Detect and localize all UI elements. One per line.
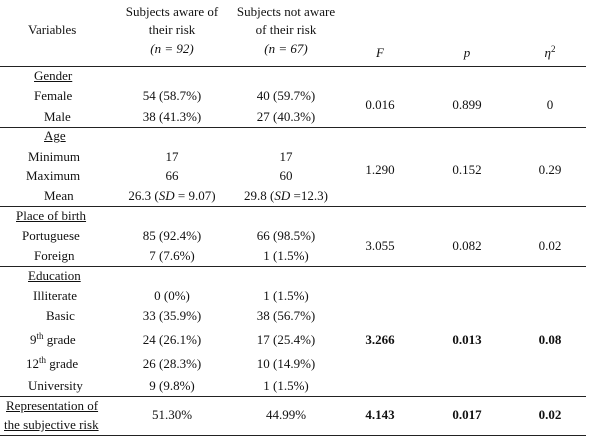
education-eta: 0.08 bbox=[538, 332, 562, 347]
section-education-title: Education bbox=[28, 268, 81, 283]
gender-f: 0.016 bbox=[365, 97, 395, 112]
education-p: 0.013 bbox=[452, 332, 482, 347]
risk-eta: 0.02 bbox=[538, 407, 562, 422]
gender-female-aware: 54 (58.7%) bbox=[142, 88, 202, 103]
age-max-notaware: 60 bbox=[279, 168, 293, 183]
education-9th-aware: 24 (26.1%) bbox=[142, 332, 202, 347]
header-p: p bbox=[463, 45, 471, 60]
gender-male-label: Male bbox=[44, 109, 71, 124]
age-max-label: Maximum bbox=[26, 168, 81, 183]
header-notaware-line1: Subjects not aware bbox=[236, 4, 336, 19]
rule-education-bottom bbox=[0, 396, 586, 397]
education-illiterate-label: Illiterate bbox=[33, 288, 78, 303]
age-p: 0.152 bbox=[452, 162, 482, 177]
age-mean-aware: 26.3 (SD = 9.07) bbox=[128, 188, 216, 203]
header-variables: Variables bbox=[28, 22, 77, 37]
birth-foreign-aware: 7 (7.6%) bbox=[149, 248, 195, 263]
header-aware-line2: their risk bbox=[148, 22, 196, 37]
rule-gender-bottom bbox=[0, 127, 586, 128]
birth-foreign-notaware: 1 (1.5%) bbox=[263, 248, 309, 263]
birth-portuguese-aware: 85 (92.4%) bbox=[142, 228, 202, 243]
age-eta: 0.29 bbox=[538, 162, 562, 177]
education-basic-aware: 33 (35.9%) bbox=[142, 308, 202, 323]
section-gender-title: Gender bbox=[34, 68, 73, 83]
section-risk-title-line1: Representation of bbox=[6, 398, 99, 413]
gender-p: 0.899 bbox=[452, 97, 482, 112]
rule-age-bottom bbox=[0, 206, 586, 207]
gender-female-notaware: 40 (59.7%) bbox=[256, 88, 316, 103]
education-basic-notaware: 38 (56.7%) bbox=[256, 308, 316, 323]
age-min-aware: 17 bbox=[165, 149, 179, 164]
birth-portuguese-label: Portuguese bbox=[22, 228, 80, 243]
education-9th-label: 9th grade bbox=[30, 331, 76, 348]
section-birth-title: Place of birth bbox=[16, 208, 87, 223]
age-mean-label: Mean bbox=[44, 188, 74, 203]
education-university-label: University bbox=[28, 378, 83, 393]
birth-eta: 0.02 bbox=[538, 238, 562, 253]
header-f: F bbox=[376, 45, 384, 60]
birth-p: 0.082 bbox=[452, 238, 482, 253]
education-f: 3.266 bbox=[365, 332, 395, 347]
risk-notaware: 44.99% bbox=[265, 407, 307, 422]
rule-birth-bottom bbox=[0, 266, 586, 267]
age-mean-notaware: 29.8 (SD =12.3) bbox=[244, 188, 328, 203]
education-university-aware: 9 (9.8%) bbox=[149, 378, 195, 393]
gender-female-label: Female bbox=[34, 88, 73, 103]
header-notaware-line2: of their risk bbox=[255, 22, 317, 37]
birth-foreign-label: Foreign bbox=[34, 248, 75, 263]
risk-p: 0.017 bbox=[452, 407, 482, 422]
birth-f: 3.055 bbox=[365, 238, 395, 253]
education-illiterate-aware: 0 (0%) bbox=[154, 288, 190, 303]
age-min-label: Minimum bbox=[28, 149, 81, 164]
education-basic-label: Basic bbox=[46, 308, 75, 323]
header-aware-n: (n = 92) bbox=[150, 41, 194, 56]
education-12th-notaware: 10 (14.9%) bbox=[256, 356, 316, 371]
gender-male-notaware: 27 (40.3%) bbox=[256, 109, 316, 124]
education-illiterate-notaware: 1 (1.5%) bbox=[263, 288, 309, 303]
risk-f: 4.143 bbox=[365, 407, 395, 422]
age-f: 1.290 bbox=[365, 162, 395, 177]
gender-eta: 0 bbox=[546, 97, 554, 112]
education-university-notaware: 1 (1.5%) bbox=[263, 378, 309, 393]
age-max-aware: 66 bbox=[165, 168, 179, 183]
section-age-title: Age bbox=[44, 128, 66, 143]
birth-portuguese-notaware: 66 (98.5%) bbox=[256, 228, 316, 243]
section-risk-title-line2: the subjective risk bbox=[4, 417, 99, 432]
risk-aware: 51.30% bbox=[151, 407, 193, 422]
rule-header-bottom bbox=[0, 66, 586, 67]
header-eta: η2 bbox=[544, 44, 556, 61]
rule-table-bottom bbox=[0, 435, 586, 436]
education-12th-label: 12th grade bbox=[26, 355, 79, 372]
gender-male-aware: 38 (41.3%) bbox=[142, 109, 202, 124]
education-9th-notaware: 17 (25.4%) bbox=[256, 332, 316, 347]
header-aware-line1: Subjects aware of bbox=[125, 4, 219, 19]
education-12th-aware: 26 (28.3%) bbox=[142, 356, 202, 371]
header-notaware-n: (n = 67) bbox=[264, 41, 308, 56]
age-min-notaware: 17 bbox=[279, 149, 293, 164]
